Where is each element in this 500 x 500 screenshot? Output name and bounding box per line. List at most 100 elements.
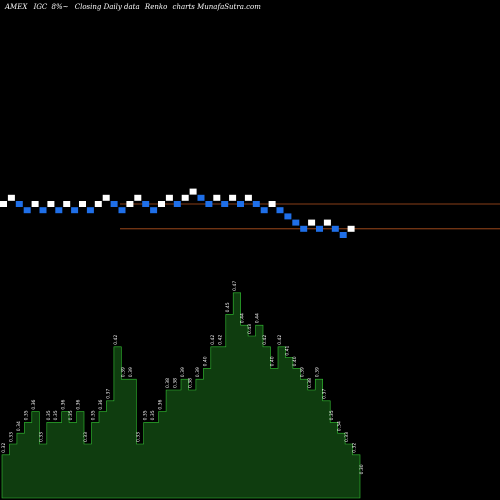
renko-brick-down [142,201,150,207]
renko-brick-up [134,194,142,201]
renko-brick-down [55,207,63,214]
renko-brick-down [71,207,79,214]
renko-brick-down [173,201,181,207]
renko-brick-up [0,201,7,207]
volume-label: 0.33 [38,432,44,442]
renko-brick-up [31,201,39,207]
volume-label: 0.36 [76,399,82,409]
volume-label: 0.37 [322,389,328,399]
renko-brick-up [63,201,71,207]
volume-label: 0.36 [31,399,37,409]
volume-label: 0.38 [307,378,313,388]
volume-label: 0.35 [23,410,29,420]
volume-label: 0.35 [91,410,97,420]
volume-label: 0.45 [225,302,231,312]
renko-brick-up [229,194,237,201]
volume-label: 0.47 [232,281,238,291]
renko-brick-down [110,201,118,207]
volume-label: 0.32 [352,443,358,453]
volume-label: 0.39 [314,367,320,377]
volume-label: 0.39 [299,367,305,377]
renko-brick-down [316,225,323,232]
volume-label: 0.43 [247,324,253,334]
renko-brick-down [276,207,284,214]
chart-header: AMEX IGC 8%~ Closing Daily data Renko ch… [4,3,261,11]
volume-label: 0.44 [255,313,261,323]
renko-brick-up [308,219,316,226]
volume-label: 0.34 [16,421,22,431]
renko-brick-down [252,201,260,207]
volume-area [1,292,361,499]
renko-brick-down [237,201,244,207]
renko-brick-up [94,201,102,207]
renko-brick-up [189,188,197,195]
volume-label: 0.41 [284,345,290,355]
renko-brick-up [323,219,331,226]
renko-brick-up [165,194,173,201]
volume-label: 0.42 [262,335,268,345]
volume-label: 0.42 [210,335,216,345]
renko-brick-up [158,201,165,207]
volume-label: 0.35 [329,410,335,420]
renko-brick-up [181,194,189,201]
volume-label: 0.33 [344,432,350,442]
symbol-suffix: 8%~ [52,3,69,11]
volume-label: 0.38 [165,378,171,388]
volume-label: 0.34 [337,421,343,431]
level-lines [120,203,500,230]
exchange-label: AMEX [4,3,28,11]
renko-brick-down [331,225,339,232]
volume-panel: 0.320.330.340.350.360.330.35 0.350.360.35… [1,281,365,499]
renko-brick-down [150,207,158,214]
volume-label: 0.40 [270,356,276,366]
volume-label: 0.35 [46,410,52,420]
volume-label: 0.44 [240,313,246,323]
renko-brick-down [221,201,229,207]
volume-label: 0.36 [158,399,164,409]
renko-brick-up [268,201,276,207]
renko-brick-up [79,201,86,207]
renko-brick-down [86,207,94,214]
renko-brick-down [39,207,47,214]
site-label: charts MunafaSutra.com [173,3,262,11]
renko-brick-up [47,201,55,207]
data-description: Closing Daily data [75,3,140,11]
volume-label: 0.40 [202,356,208,366]
chart-kind-label: Renko [144,3,167,11]
renko-brick-down [197,194,205,201]
volume-label: 0.32 [1,443,7,453]
volume-label: 0.39 [120,367,126,377]
volume-label: 0.35 [68,410,74,420]
volume-label: 0.35 [150,410,156,420]
svg-text:AMEX IGC 8%~: AMEX IGC 8%~ Closing Daily data Renko ch… [4,3,261,11]
volume-label: 0.33 [9,432,15,442]
volume-label: 0.36 [98,399,104,409]
renko-brick-down [339,232,347,238]
volume-label: 0.39 [180,367,186,377]
volume-label: 0.39 [128,367,134,377]
renko-brick-down [23,207,31,214]
renko-brick-up [102,194,110,201]
volume-label: 0.35 [53,410,59,420]
volume-label: 0.42 [113,335,119,345]
volume-label: 0.35 [143,410,149,420]
volume-label: 0.36 [61,399,67,409]
renko-brick-down [260,207,268,214]
volume-label: 0.30 [359,464,365,474]
renko-brick-down [118,207,126,214]
renko-brick-down [284,213,292,220]
renko-brick-down [292,219,300,226]
renko-brick-up [347,225,355,232]
renko-brick-up [244,194,252,201]
symbol-label: IGC [33,3,48,11]
volume-label: 0.33 [135,432,141,442]
volume-label: 0.39 [195,367,201,377]
volume-label: 0.37 [105,389,111,399]
renko-brick-up [213,194,221,201]
renko-brick-down [205,201,213,207]
renko-bricks [0,188,355,238]
volume-label: 0.42 [277,335,283,345]
volume-label: 0.33 [83,432,89,442]
renko-brick-up [126,201,134,207]
